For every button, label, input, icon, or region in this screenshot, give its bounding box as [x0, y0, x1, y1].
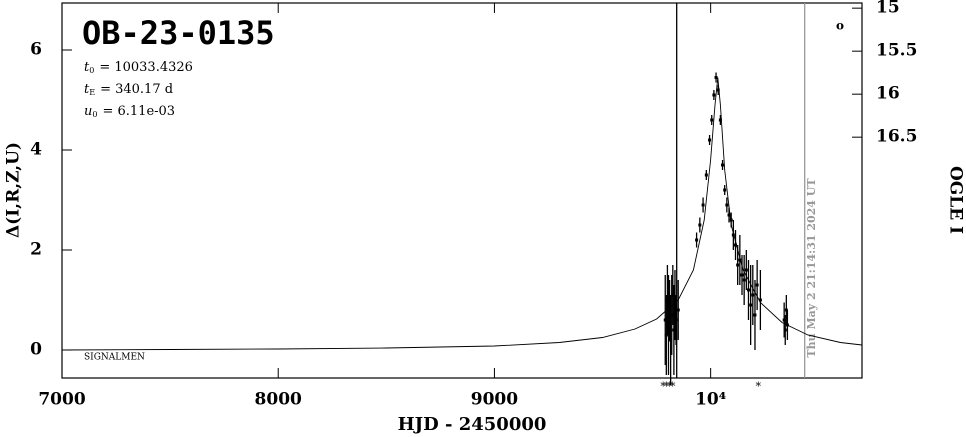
y2-tick-label: 16	[876, 84, 900, 104]
data-point	[782, 318, 786, 322]
data-point	[725, 203, 729, 207]
model-curve	[61, 77, 863, 351]
data-point	[708, 138, 712, 142]
data-point	[749, 303, 753, 307]
y-tick-label: 0	[30, 340, 42, 360]
data-point	[670, 313, 674, 317]
data-point	[736, 263, 740, 267]
survey-label: SIGNALMEN	[84, 353, 145, 363]
x-axis-label: HJD - 2450000	[398, 414, 547, 435]
param-subscript: 0	[92, 110, 97, 119]
data-point	[664, 333, 668, 337]
date-label: Thu May 2 21:14:31 2024 UT	[805, 178, 818, 358]
y-tick-label: 2	[30, 240, 42, 260]
param-symbol: u	[84, 104, 92, 119]
data-point	[663, 318, 667, 322]
param-symbol: t	[84, 82, 90, 97]
lower-mark: *	[667, 380, 673, 393]
data-point	[695, 238, 699, 242]
data-point	[738, 258, 742, 262]
data-point	[712, 93, 716, 97]
lower-mark: *	[664, 380, 670, 393]
data-point	[666, 323, 670, 327]
fit-parameter: tE = 340.17 d	[84, 82, 173, 98]
data-point	[704, 173, 708, 177]
data-point	[671, 293, 675, 297]
data-point	[723, 188, 727, 192]
data-point	[783, 328, 787, 332]
data-point	[701, 203, 705, 207]
data-point	[784, 308, 788, 312]
data-point	[744, 268, 748, 272]
fit-parameter: u0 = 6.11e-03	[84, 104, 175, 120]
data-point	[676, 308, 680, 312]
y-tick-label: 6	[30, 40, 42, 60]
param-subscript: 0	[89, 66, 94, 75]
data-point	[727, 213, 731, 217]
data-point	[751, 293, 755, 297]
data-point	[698, 223, 702, 227]
x-tick-label: 7000	[38, 390, 85, 410]
data-point	[716, 88, 720, 92]
y-tick-label: 4	[30, 140, 42, 160]
param-value: = 340.17 d	[100, 82, 173, 97]
data-point	[674, 318, 678, 322]
param-subscript: E	[89, 88, 95, 97]
data-point	[718, 118, 722, 122]
y-axis-label: Δ(I,R,Z,U)	[4, 142, 24, 238]
data-point	[729, 218, 733, 222]
data-point	[721, 163, 725, 167]
data-point	[785, 323, 789, 327]
y2-tick-label: 16.5	[876, 127, 917, 147]
data-point	[753, 313, 757, 317]
x-tick-label: 10⁴	[695, 390, 726, 410]
chart-title: OB-23-0135	[82, 14, 275, 52]
data-point	[746, 288, 750, 292]
data-point	[734, 243, 738, 247]
y2-axis-label: OGLE I	[946, 166, 966, 234]
data-point	[740, 273, 744, 277]
lower-mark: *	[660, 380, 666, 393]
plot-frame	[61, 2, 863, 379]
lower-mark: *	[755, 380, 761, 393]
y2-tick-label: 15.5	[876, 41, 917, 61]
data-point	[665, 298, 669, 302]
data-point	[669, 338, 673, 342]
data-point	[668, 308, 672, 312]
corner-symbol: o	[836, 19, 844, 33]
param-value: = 10033.4326	[99, 60, 193, 75]
param-symbol: t	[84, 60, 90, 75]
data-point	[742, 278, 746, 282]
fit-parameter: t0 = 10033.4326	[84, 60, 193, 76]
data-point	[731, 233, 735, 237]
data-point	[672, 328, 676, 332]
data-point	[714, 76, 718, 79]
x-tick-label: 9000	[471, 390, 518, 410]
data-point	[755, 283, 759, 287]
data-point	[673, 303, 677, 307]
param-value: = 6.11e-03	[102, 104, 175, 119]
data-point	[710, 118, 714, 122]
y2-tick-label: 15	[876, 0, 900, 18]
lower-mark: *	[670, 380, 676, 393]
data-point	[758, 298, 762, 302]
x-tick-label: 8000	[255, 390, 302, 410]
